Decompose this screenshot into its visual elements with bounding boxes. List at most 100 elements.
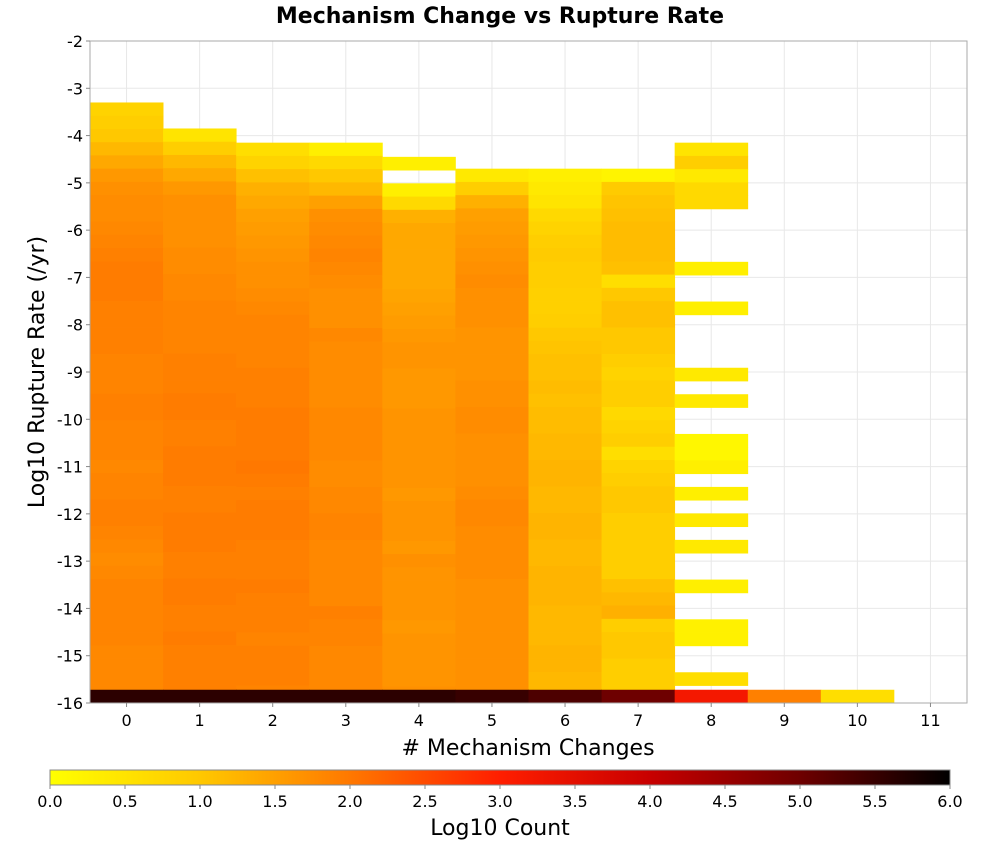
heatmap-cell bbox=[382, 408, 456, 423]
heatmap-cell bbox=[90, 327, 164, 342]
heatmap-cell bbox=[163, 684, 237, 691]
x-tick-label: 10 bbox=[847, 711, 867, 730]
x-tick-label: 5 bbox=[487, 711, 497, 730]
heatmap-cell bbox=[236, 539, 310, 554]
heatmap-cell bbox=[601, 526, 676, 540]
heatmap-cell bbox=[163, 419, 237, 434]
heatmap-cell bbox=[163, 274, 237, 288]
heatmap-cell bbox=[309, 301, 383, 316]
y-tick-label: -10 bbox=[57, 410, 83, 429]
colorbar-tick-label: 6.0 bbox=[937, 792, 962, 811]
heatmap-cell bbox=[163, 631, 237, 646]
heatmap-cell bbox=[382, 686, 456, 691]
heatmap-cell bbox=[455, 195, 529, 209]
y-tick-label: -14 bbox=[57, 599, 83, 618]
heatmap-cell bbox=[236, 341, 310, 355]
heatmap-cell bbox=[455, 459, 529, 474]
heatmap-cell bbox=[382, 567, 456, 581]
heatmap-cell bbox=[163, 207, 237, 222]
x-tick-label: 9 bbox=[779, 711, 789, 730]
heatmap-cell bbox=[382, 527, 456, 542]
heatmap-cell bbox=[90, 287, 164, 302]
heatmap-cell bbox=[455, 592, 529, 606]
heatmap-cell bbox=[236, 619, 310, 633]
heatmap-cell bbox=[90, 155, 164, 170]
heatmap-cell bbox=[309, 394, 383, 408]
heatmap-cell bbox=[236, 328, 310, 342]
heatmap-cell bbox=[382, 554, 456, 568]
heatmap-cell bbox=[163, 287, 237, 301]
heatmap-cell bbox=[90, 539, 164, 554]
heatmap-cell bbox=[382, 501, 456, 515]
heatmap-cell bbox=[309, 341, 383, 355]
heatmap-cell bbox=[455, 181, 529, 196]
heatmap-cell bbox=[309, 354, 383, 369]
colorbar bbox=[49, 769, 951, 786]
heatmap-cell bbox=[236, 169, 310, 183]
heatmap-cell bbox=[601, 433, 676, 448]
colorbar-tick-label: 0.5 bbox=[112, 792, 137, 811]
heatmap-cell bbox=[90, 115, 164, 130]
heatmap-cell bbox=[309, 169, 383, 183]
heatmap-cell bbox=[236, 367, 310, 382]
heatmap-cell bbox=[90, 393, 164, 408]
heatmap-cell bbox=[236, 380, 310, 395]
heatmap-cell bbox=[528, 512, 602, 527]
heatmap-cell bbox=[309, 486, 383, 501]
heatmap-cell bbox=[90, 168, 164, 183]
heatmap-cell bbox=[90, 248, 164, 262]
heatmap-cell bbox=[309, 182, 383, 197]
heatmap-cell bbox=[674, 169, 749, 183]
heatmap-cell bbox=[309, 275, 383, 289]
heatmap-cell bbox=[674, 619, 749, 633]
heatmap-cell bbox=[455, 367, 529, 381]
y-tick-label: -16 bbox=[57, 694, 83, 713]
heatmap-cell bbox=[163, 459, 237, 474]
heatmap-cell bbox=[90, 142, 164, 156]
chart-title: Mechanism Change vs Rupture Rate bbox=[276, 4, 724, 29]
heatmap-cell bbox=[163, 552, 237, 566]
heatmap-cell bbox=[528, 327, 602, 342]
heatmap-cell bbox=[163, 194, 237, 209]
heatmap-cell bbox=[236, 685, 310, 691]
heatmap-cell bbox=[455, 420, 529, 434]
heatmap-cell bbox=[382, 487, 456, 502]
heatmap-cell bbox=[236, 195, 310, 210]
heatmap-cell bbox=[528, 234, 602, 249]
heatmap-cell bbox=[674, 689, 749, 703]
heatmap-cell bbox=[747, 689, 822, 703]
heatmap-cell bbox=[236, 248, 310, 263]
heatmap-cell bbox=[674, 486, 749, 501]
heatmap-cell bbox=[309, 367, 383, 382]
heatmap-cell bbox=[455, 287, 529, 302]
heatmap-cell bbox=[90, 380, 164, 395]
y-tick-label: -6 bbox=[67, 221, 83, 240]
heatmap-cell bbox=[528, 181, 602, 196]
heatmap-cell bbox=[528, 685, 602, 691]
heatmap-cell bbox=[528, 565, 602, 580]
heatmap-cell bbox=[455, 393, 529, 408]
heatmap-cell bbox=[601, 473, 676, 487]
heatmap-cell bbox=[455, 406, 529, 421]
heatmap-cell bbox=[90, 340, 164, 355]
heatmap-cell bbox=[601, 406, 676, 421]
heatmap-cell bbox=[528, 221, 602, 236]
heatmap-cell bbox=[528, 499, 602, 514]
heatmap-cell bbox=[455, 618, 529, 633]
heatmap-cell bbox=[163, 141, 237, 156]
heatmap-cell bbox=[601, 539, 676, 554]
heatmap-cell bbox=[90, 195, 164, 209]
heatmap-cell bbox=[455, 671, 529, 686]
heatmap-cell bbox=[382, 395, 456, 409]
heatmap-cell bbox=[163, 578, 237, 593]
heatmap-cell bbox=[674, 433, 749, 448]
heatmap-cell bbox=[163, 432, 237, 447]
heatmap-cell bbox=[236, 301, 310, 316]
heatmap-cell bbox=[455, 261, 529, 275]
heatmap-cell bbox=[455, 221, 529, 236]
colorbar-tick-label: 0.0 bbox=[37, 792, 62, 811]
heatmap-cell bbox=[601, 459, 676, 474]
heatmap-cell bbox=[601, 195, 676, 209]
heatmap-cell bbox=[601, 327, 676, 342]
